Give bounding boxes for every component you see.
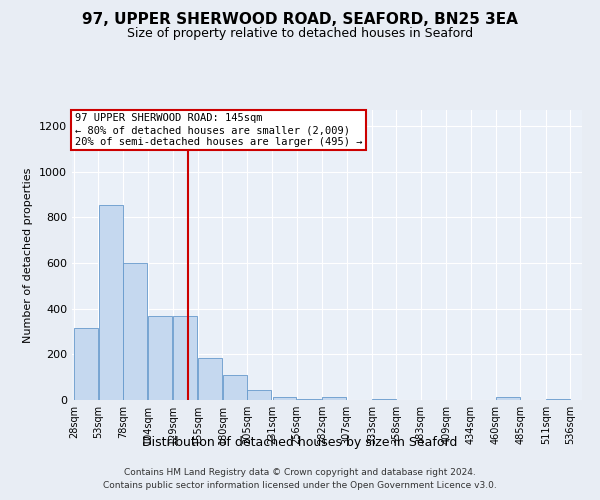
Bar — [148, 316, 172, 400]
Text: Distribution of detached houses by size in Seaford: Distribution of detached houses by size … — [142, 436, 458, 449]
Bar — [272, 396, 296, 400]
Bar — [74, 328, 98, 400]
Text: Contains public sector information licensed under the Open Government Licence v3: Contains public sector information licen… — [103, 482, 497, 490]
Bar — [223, 375, 247, 400]
Text: Contains HM Land Registry data © Crown copyright and database right 2024.: Contains HM Land Registry data © Crown c… — [124, 468, 476, 477]
Bar — [496, 396, 520, 400]
Bar — [98, 205, 122, 400]
Bar — [322, 396, 346, 400]
Text: Size of property relative to detached houses in Seaford: Size of property relative to detached ho… — [127, 28, 473, 40]
Y-axis label: Number of detached properties: Number of detached properties — [23, 168, 34, 342]
Bar — [372, 399, 396, 400]
Bar — [173, 316, 197, 400]
Bar — [247, 390, 271, 400]
Bar — [297, 399, 321, 400]
Bar — [546, 399, 570, 400]
Bar — [123, 263, 147, 400]
Text: 97 UPPER SHERWOOD ROAD: 145sqm
← 80% of detached houses are smaller (2,009)
20% : 97 UPPER SHERWOOD ROAD: 145sqm ← 80% of … — [75, 114, 362, 146]
Text: 97, UPPER SHERWOOD ROAD, SEAFORD, BN25 3EA: 97, UPPER SHERWOOD ROAD, SEAFORD, BN25 3… — [82, 12, 518, 28]
Bar — [198, 358, 222, 400]
